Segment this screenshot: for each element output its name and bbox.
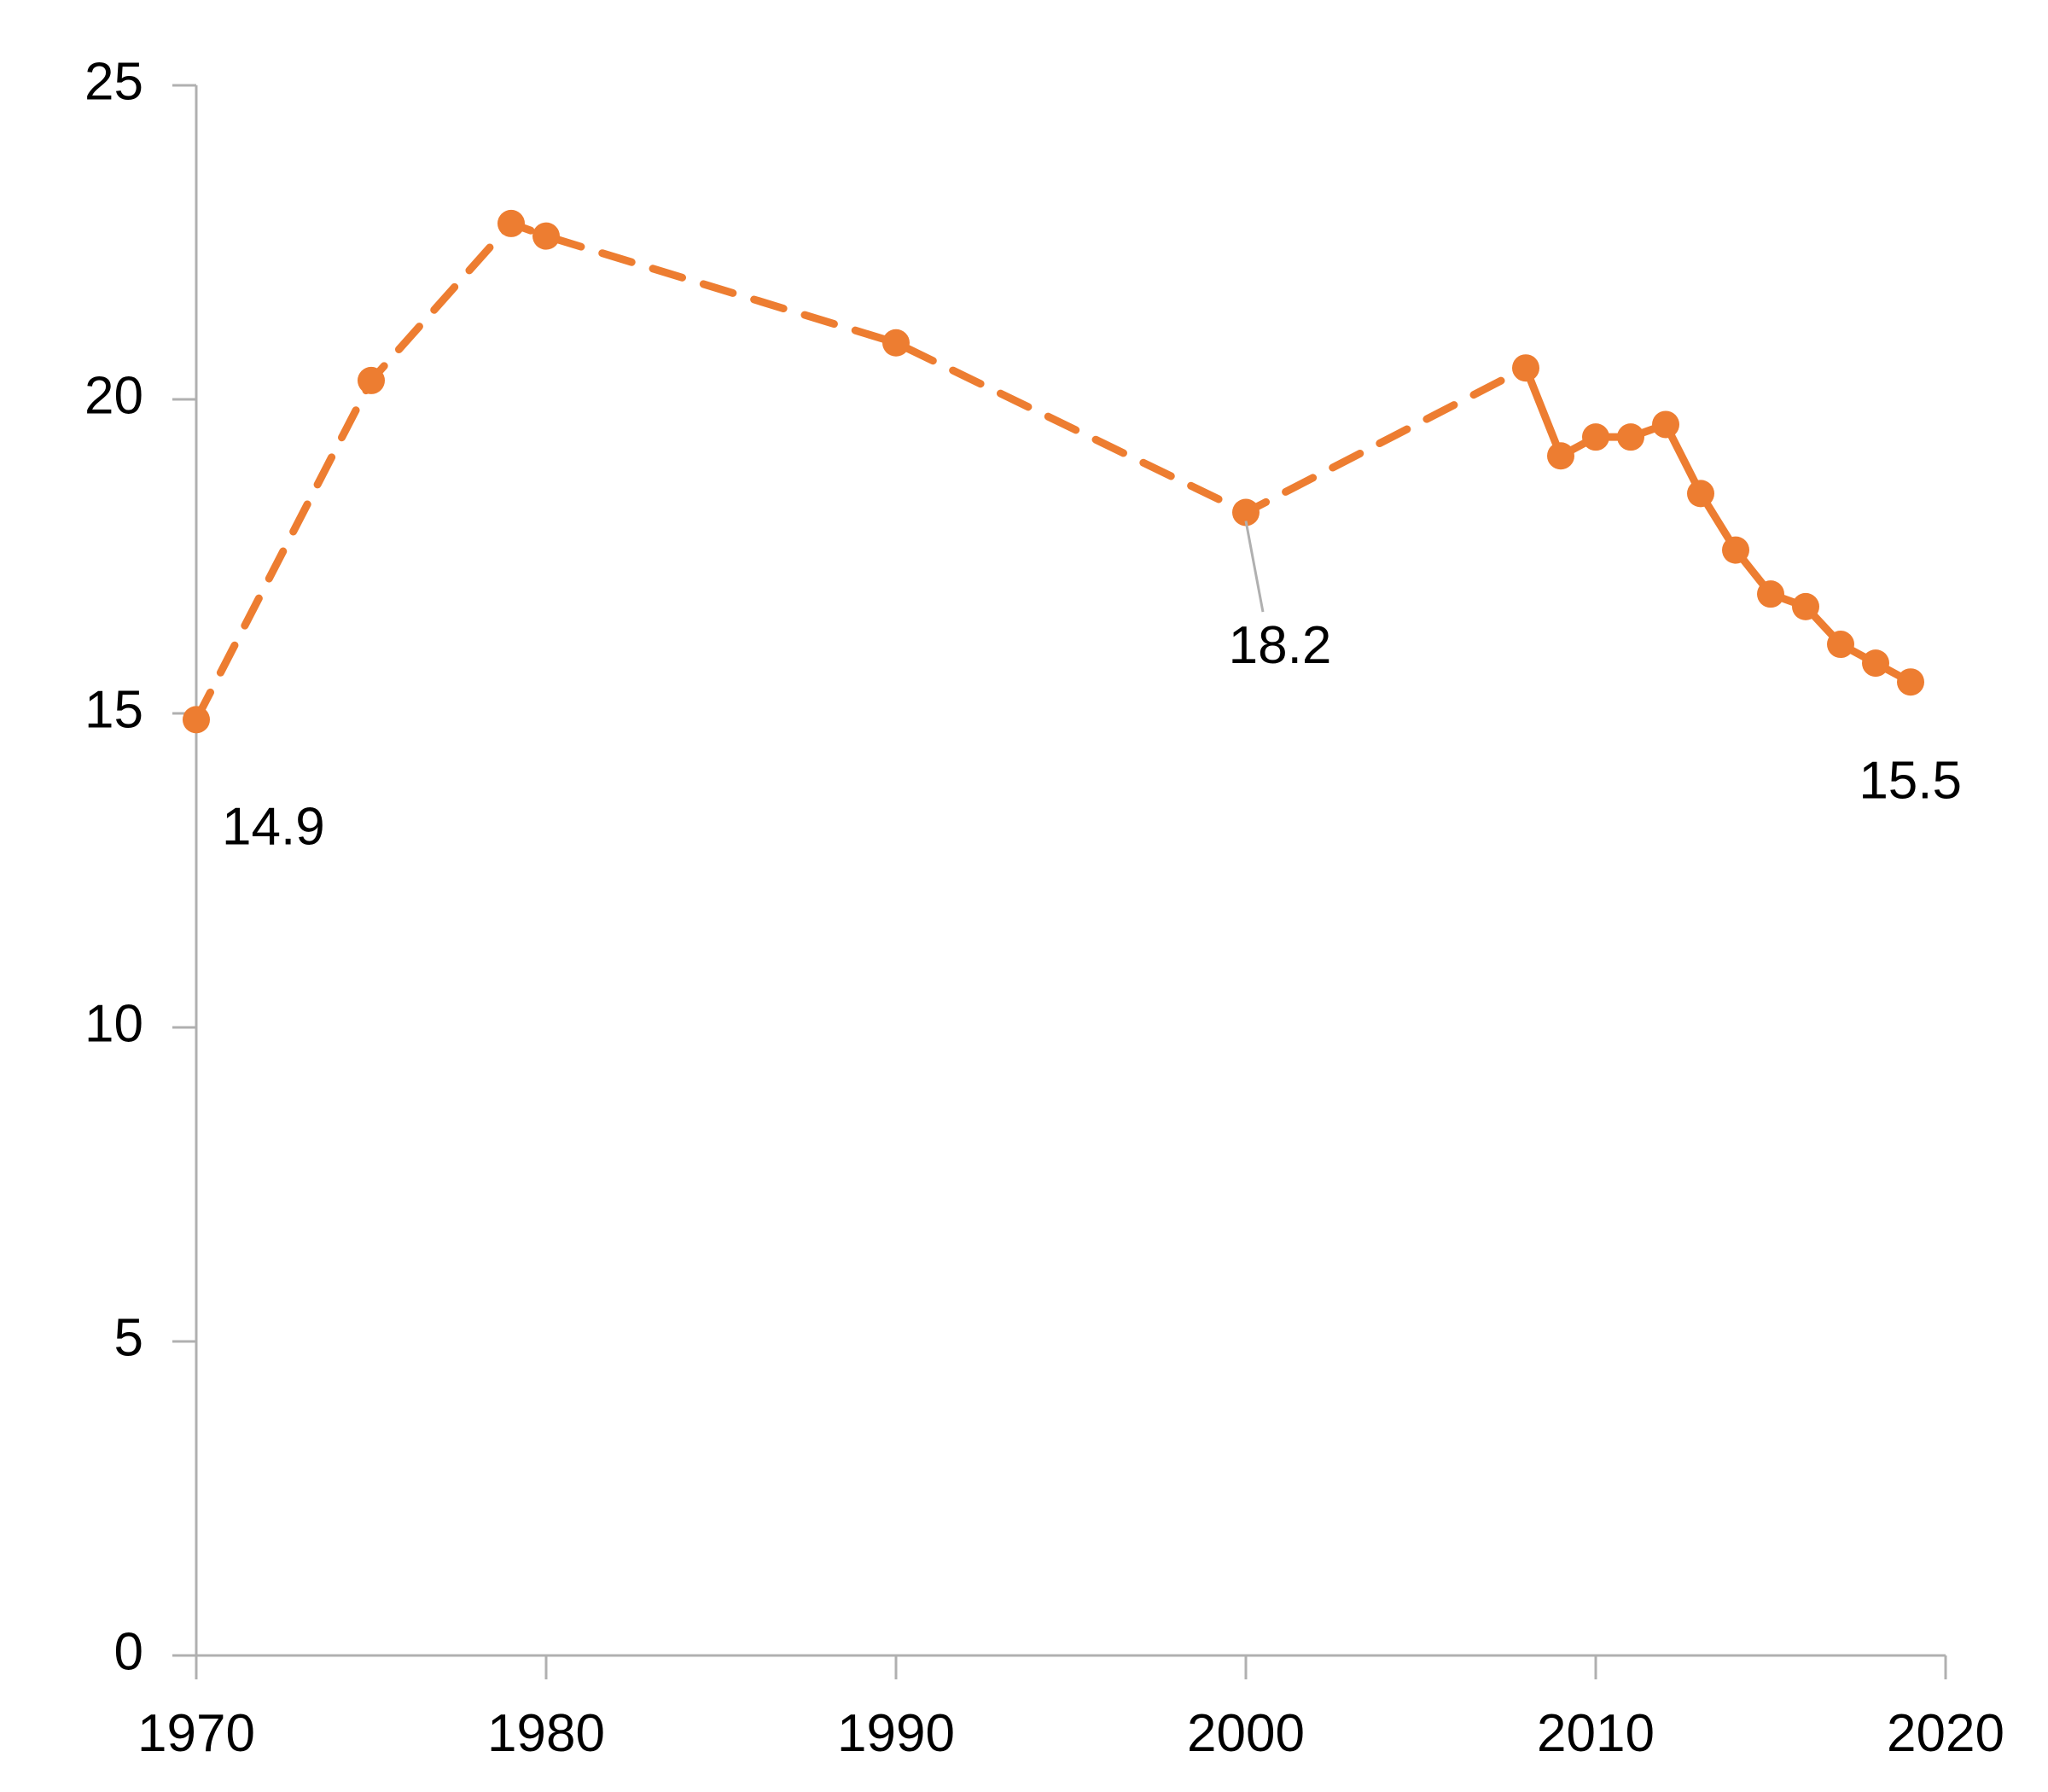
data-point <box>1547 442 1574 469</box>
data-label: 14.9 <box>222 798 325 857</box>
data-point <box>532 223 560 250</box>
chart-background <box>0 0 2048 1792</box>
x-tick-label: 1980 <box>487 1704 605 1763</box>
chart-svg: 0 5 10 15 20 25 1970 1980 1990 2000 2010 2020 14.9 18… <box>0 0 2048 1792</box>
data-point <box>1687 480 1714 507</box>
x-tick-label: 2000 <box>1187 1704 1305 1763</box>
data-point <box>1617 423 1644 451</box>
x-tick-label: 1970 <box>137 1704 255 1763</box>
data-label: 18.2 <box>1229 616 1332 675</box>
data-point <box>1792 593 1819 620</box>
data-point <box>358 367 385 394</box>
data-point <box>1722 537 1749 564</box>
line-chart: 0 5 10 15 20 25 1970 1980 1990 2000 2010 2020 14.9 18… <box>0 0 2048 1792</box>
y-tick-label: 25 <box>84 52 143 111</box>
y-tick-label: 20 <box>84 366 143 425</box>
data-point <box>882 329 910 357</box>
y-tick-label: 10 <box>84 994 143 1053</box>
data-point <box>1582 423 1609 451</box>
data-point <box>497 210 525 237</box>
data-point <box>1652 410 1679 438</box>
x-tick-label: 2010 <box>1537 1704 1655 1763</box>
data-point <box>1757 580 1784 608</box>
x-tick-label: 2020 <box>1887 1704 2004 1763</box>
data-point <box>1512 354 1539 381</box>
y-tick-label: 0 <box>114 1622 143 1681</box>
y-tick-label: 5 <box>114 1308 143 1367</box>
data-point <box>1897 668 1924 695</box>
data-point <box>183 706 210 733</box>
x-tick-label: 1990 <box>837 1704 955 1763</box>
data-point <box>1827 631 1854 658</box>
data-label: 15.5 <box>1859 752 1962 811</box>
y-tick-label: 15 <box>84 680 143 739</box>
data-point <box>1862 649 1889 677</box>
